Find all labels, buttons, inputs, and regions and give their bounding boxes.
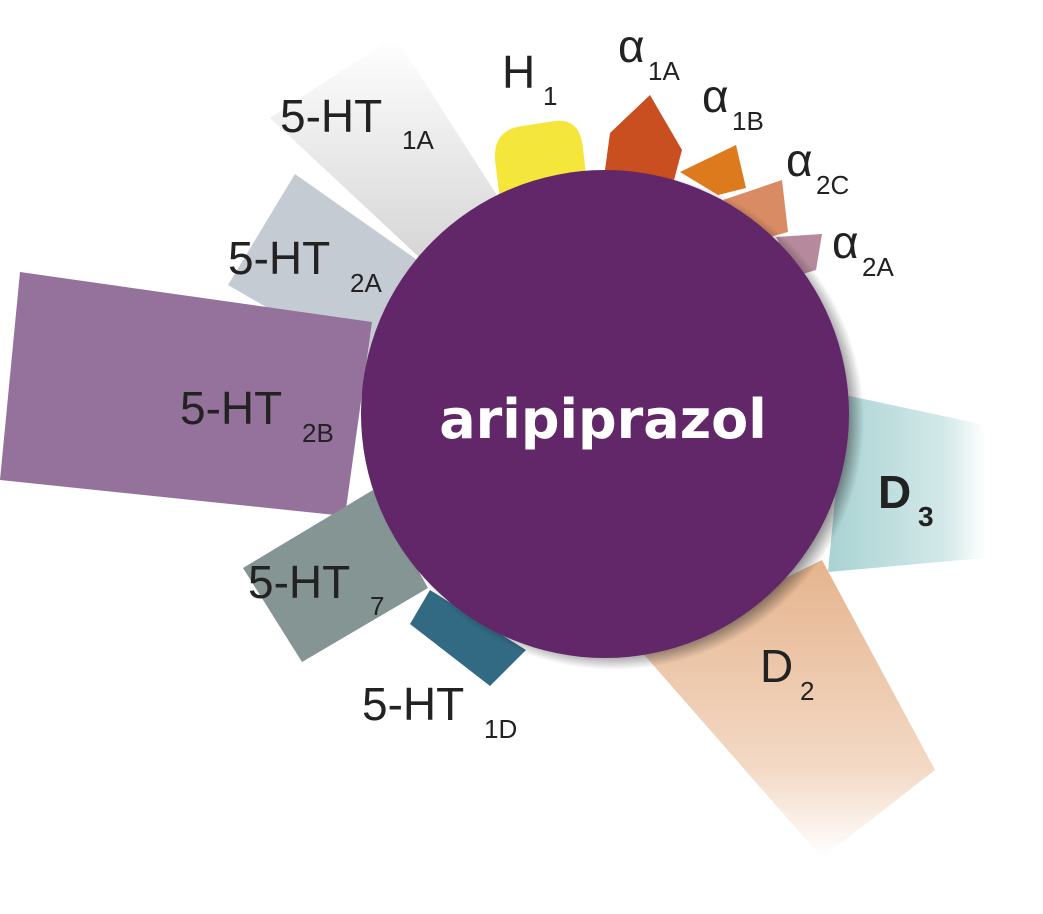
d3-wedge — [828, 395, 985, 572]
label-5-ht-1d: 5-HT 1D — [362, 678, 517, 744]
ht7-wedge — [243, 490, 428, 662]
label-5-ht-7: 5-HT 7 — [248, 556, 384, 621]
label-5-ht-2b-sub: 2B — [302, 418, 334, 448]
label-5-ht-1a: 5-HT 1A — [280, 90, 434, 155]
center-circle — [361, 170, 849, 658]
label-5-ht-2b: 5-HT 2B — [180, 382, 334, 448]
label-5-ht-2a-sub: 2A — [350, 268, 382, 298]
label-alpha-2a: α 2A — [832, 216, 894, 282]
label-h1-base: H — [502, 46, 535, 98]
label-d3-sub: 3 — [918, 501, 934, 532]
ht2b-wedge — [0, 272, 372, 516]
label-d2-sub: 2 — [800, 676, 814, 706]
center-label: aripiprazol — [439, 388, 767, 451]
label-5-ht-1d-base: 5-HT — [362, 678, 464, 730]
a1a-wedge — [605, 95, 682, 180]
label-alpha-1b: α 1B — [702, 70, 764, 136]
ht2a-wedge — [228, 174, 420, 368]
label-5-ht-1a-sub: 1A — [402, 125, 434, 155]
label-alpha-2a-sub: 2A — [862, 252, 894, 282]
label-alpha-2c-base: α — [786, 134, 813, 186]
label-5-ht-7-base: 5-HT — [248, 556, 350, 608]
label-d3: D 3 — [878, 466, 934, 532]
label-5-ht-7-sub: 7 — [370, 591, 384, 621]
label-alpha-1b-base: α — [702, 70, 729, 122]
a1b-wedge — [680, 145, 746, 195]
label-alpha-2c: α 2C — [786, 134, 849, 200]
label-alpha-2c-sub: 2C — [816, 170, 849, 200]
label-alpha-1b-sub: 1B — [732, 106, 764, 136]
label-alpha-1a-base: α — [618, 20, 645, 72]
label-5-ht-2b-base: 5-HT — [180, 382, 282, 434]
label-5-ht-2a-base: 5-HT — [228, 232, 330, 284]
ht1d-wedge — [410, 590, 526, 686]
ht1a-wedge — [270, 36, 500, 258]
label-h1-sub: 1 — [543, 81, 557, 111]
label-d3-base: D — [878, 466, 911, 518]
label-alpha-2a-base: α — [832, 216, 859, 268]
label-d2: D 2 — [760, 640, 814, 706]
a2c-wedge — [723, 180, 788, 238]
label-5-ht-1d-sub: 1D — [484, 714, 517, 744]
label-alpha-1a: α 1A — [618, 20, 680, 86]
label-d2-base: D — [760, 640, 793, 692]
label-h1: H 1 — [502, 46, 557, 111]
label-5-ht-2a: 5-HT 2A — [228, 232, 382, 298]
label-5-ht-1a-base: 5-HT — [280, 90, 382, 142]
label-alpha-1a-sub: 1A — [648, 56, 680, 86]
